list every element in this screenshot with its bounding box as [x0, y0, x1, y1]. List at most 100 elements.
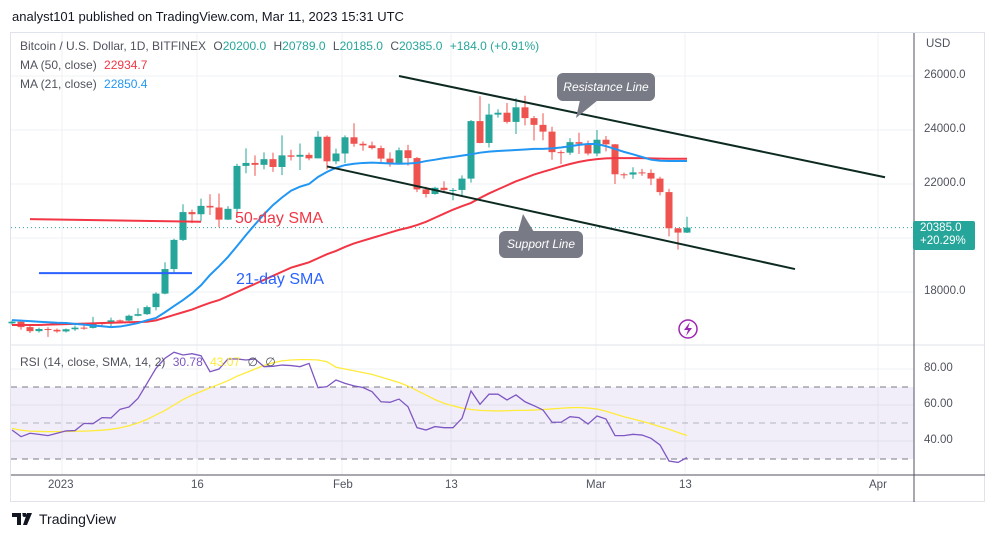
candle-body	[71, 327, 79, 330]
candle-body	[161, 269, 169, 294]
chart-frame[interactable]	[10, 32, 985, 502]
rsi-tick: 60.00	[924, 398, 953, 410]
low-number: 20185.0	[339, 39, 383, 53]
close-number: 20385.0	[398, 39, 443, 53]
price-tick: 26000.0	[924, 69, 966, 81]
candle-body	[53, 329, 61, 332]
candle-body	[35, 328, 43, 332]
open-number: 20200.0	[222, 39, 267, 53]
time-label: 2023	[48, 479, 74, 491]
candle-body	[80, 327, 88, 329]
tradingview-logo-text: TradingView	[39, 511, 117, 527]
candle-body	[143, 307, 151, 315]
candle-body	[557, 152, 565, 154]
candle-body	[305, 154, 313, 159]
rsi-legend[interactable]: RSI (14, close, SMA, 14, 2) 30.78 43.07 …	[20, 355, 280, 369]
candle-body	[287, 155, 295, 157]
last-change: +20.29%	[920, 235, 966, 247]
candle-body	[44, 328, 52, 330]
candle-body	[629, 172, 637, 175]
candle-body	[377, 148, 385, 159]
price-tick: 18000.0	[924, 285, 966, 297]
candle-body	[197, 205, 205, 215]
candle-body	[422, 189, 430, 194]
rsi-tick: 40.00	[924, 434, 953, 446]
last-price: 20385.0	[920, 222, 962, 234]
candle-body	[575, 142, 583, 144]
candle-body	[359, 143, 367, 146]
time-label: 16	[191, 479, 204, 491]
candle-body	[458, 178, 466, 190]
candle-body	[683, 227, 691, 233]
support-trendline	[326, 165, 796, 271]
candle-body	[449, 189, 457, 191]
candle-body	[116, 320, 124, 322]
rsi-sma-value: 43.07	[210, 355, 241, 369]
candle-body	[539, 124, 547, 132]
time-label: Feb	[333, 479, 353, 491]
price-tick: 22000.0	[924, 177, 966, 189]
sma50-annotation[interactable]: 50-day SMA	[235, 210, 324, 227]
candle-body	[494, 112, 502, 115]
candle-body	[386, 158, 394, 164]
candle-body	[584, 143, 592, 154]
low-value: L20185.0	[333, 39, 383, 53]
candle-body	[206, 205, 214, 208]
support-line-callout[interactable]: Support Line	[499, 231, 583, 258]
rsi-sma-line	[11, 358, 688, 437]
support-callout-pointer	[518, 214, 534, 232]
ma50-line	[12, 157, 688, 326]
candle-body	[530, 118, 538, 125]
candle-body	[440, 187, 448, 190]
ma21-line	[11, 143, 687, 329]
sma21-annotation[interactable]: 21-day SMA	[236, 271, 325, 288]
candle-body	[233, 165, 241, 209]
open-label: O	[213, 39, 223, 53]
na-value-2: ∅	[265, 355, 276, 369]
candle-body	[62, 329, 70, 332]
resistance-line-callout[interactable]: Resistance Line	[557, 73, 655, 101]
candle-body	[404, 150, 412, 159]
price-tick: 24000.0	[924, 123, 966, 135]
resistance-trendline	[398, 75, 886, 179]
rsi-tick: 80.00	[924, 362, 953, 374]
lightning-bolt	[684, 322, 692, 336]
candle-body	[341, 137, 349, 154]
ma21-legend[interactable]: MA (21, close) 22850.4	[20, 77, 151, 91]
candle-body	[647, 172, 655, 179]
time-label: Apr	[869, 479, 887, 491]
candle-body	[476, 121, 484, 143]
last-price-tag: 20385.0 +20.29%	[913, 221, 975, 250]
candle-body	[224, 208, 232, 220]
candle-body	[323, 136, 331, 162]
candle-body	[314, 136, 322, 159]
publish-header: analyst101 published on TradingView.com,…	[12, 9, 404, 24]
currency-label: USD	[926, 38, 951, 50]
candle-body	[566, 142, 574, 153]
rsi-label: RSI (14, close, SMA, 14, 2)	[20, 355, 166, 369]
ma50-legend[interactable]: MA (50, close) 22934.7	[20, 58, 151, 72]
candle-body	[512, 107, 520, 122]
candle-body	[602, 139, 610, 145]
tradingview-logo-icon	[12, 513, 32, 525]
candle-body	[278, 155, 286, 167]
symbol-legend[interactable]: Bitcoin / U.S. Dollar, 1D, BITFINEX O202…	[20, 39, 543, 53]
candle-body	[395, 150, 403, 164]
ma50-label: MA (50, close)	[20, 58, 97, 72]
time-label: Mar	[586, 479, 606, 491]
candle-body	[134, 314, 142, 316]
candle-body	[548, 131, 556, 153]
time-label: 13	[679, 479, 692, 491]
candle-body	[413, 158, 421, 190]
tradingview-logo[interactable]: TradingView	[12, 511, 116, 527]
candle-body	[350, 137, 358, 144]
candle-body	[215, 207, 223, 220]
candle-body	[656, 178, 664, 193]
lightning-icon	[678, 319, 698, 339]
candle-body	[638, 172, 646, 174]
candle-body	[521, 107, 529, 119]
change-value: +184.0 (+0.91%)	[449, 39, 540, 53]
candle-body	[611, 144, 619, 175]
rsi-value: 30.78	[172, 355, 203, 369]
